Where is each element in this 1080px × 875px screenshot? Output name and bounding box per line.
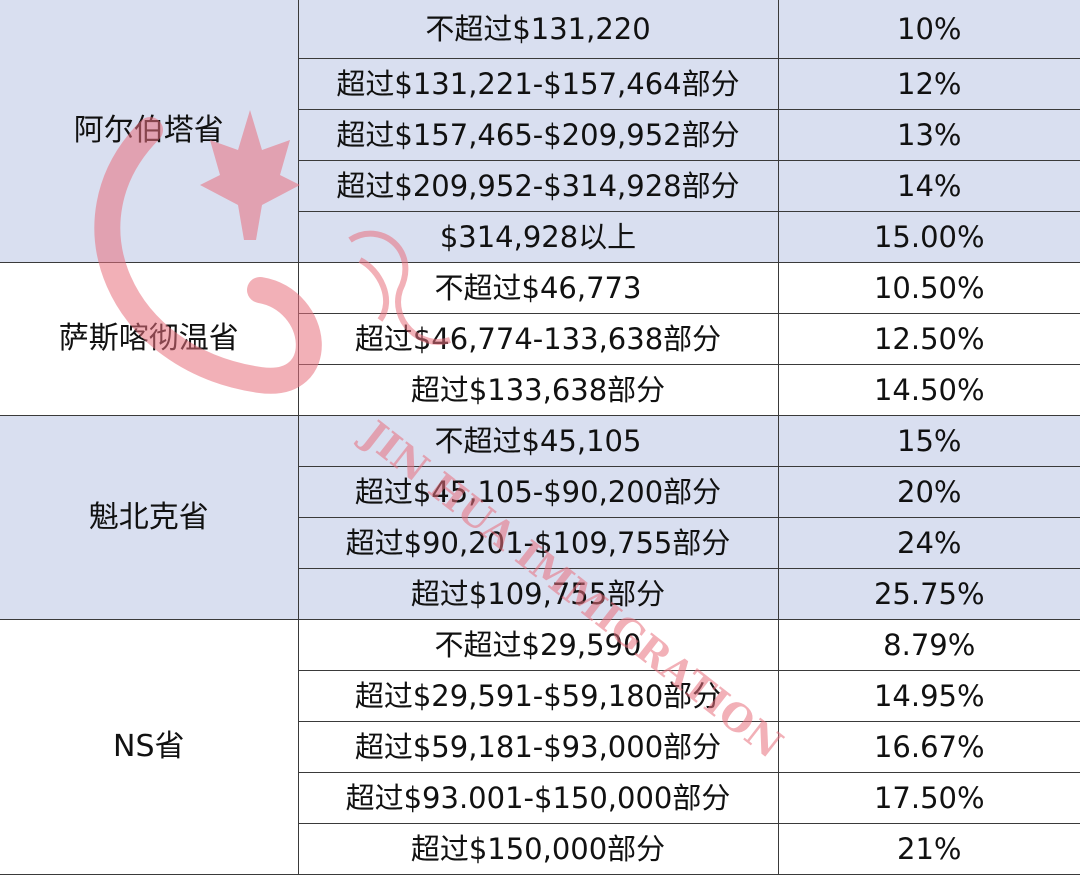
tax-rate-cell[interactable]: 24% (777, 517, 1080, 569)
table-row: 超过$133,638部分 14.50% (0, 364, 1080, 416)
tax-rate-cell[interactable]: 25.75% (777, 568, 1080, 620)
table-row: 超过$93.001-$150,000部分 17.50% (0, 772, 1080, 824)
table-row: 萨斯喀彻温省 不超过$46,773 10.50% (0, 262, 1080, 416)
income-range-cell[interactable]: 超过$109,755部分 (298, 568, 779, 620)
income-range-cell[interactable]: 超过$150,000部分 (298, 823, 779, 875)
table-row: 阿尔伯塔省 不超过$131,220 10% (0, 0, 1080, 263)
tax-rate-cell[interactable]: 17.50% (777, 772, 1080, 824)
income-range-cell[interactable]: 不超过$131,220 (297, 0, 779, 59)
income-range-cell[interactable]: 超过$45,105-$90,200部分 (298, 466, 779, 518)
table-row: NS省 不超过$29,590 8.79% (0, 619, 1080, 875)
table-row: 超过$90,201-$109,755部分 24% (0, 517, 1080, 569)
table-row: 超过$109,755部分 25.75% (0, 568, 1080, 620)
income-range-cell[interactable]: 超过$157,465-$209,952部分 (298, 109, 779, 161)
tax-rate-cell[interactable]: 14% (777, 160, 1080, 212)
tax-rate-cell[interactable]: 12% (777, 58, 1080, 110)
province-cell[interactable]: 阿尔伯塔省 (0, 0, 299, 263)
tax-rate-cell[interactable]: 10.50% (777, 262, 1080, 314)
income-range-cell[interactable]: 不超过$29,590 (297, 619, 779, 671)
income-range-cell[interactable]: 不超过$46,773 (297, 262, 779, 314)
tax-rate-cell[interactable]: 15% (777, 415, 1080, 467)
tax-rate-cell[interactable]: 13% (777, 109, 1080, 161)
table-row: 超过$45,105-$90,200部分 20% (0, 466, 1080, 518)
income-range-cell[interactable]: 超过$29,591-$59,180部分 (298, 670, 779, 722)
tax-rate-cell[interactable]: 8.79% (777, 619, 1080, 671)
table-row: 超过$29,591-$59,180部分 14.95% (0, 670, 1080, 722)
income-range-cell[interactable]: 不超过$45,105 (297, 415, 779, 467)
tax-rate-cell[interactable]: 10% (777, 0, 1080, 59)
tax-rate-cell[interactable]: 16.67% (777, 721, 1080, 773)
province-cell[interactable]: 魁北克省 (0, 415, 299, 620)
income-range-cell[interactable]: 超过$90,201-$109,755部分 (298, 517, 779, 569)
province-cell[interactable]: NS省 (0, 619, 299, 875)
table-row: 魁北克省 不超过$45,105 15% (0, 415, 1080, 620)
income-range-cell[interactable]: 超过$131,221-$157,464部分 (298, 58, 779, 110)
tax-rate-cell[interactable]: 20% (777, 466, 1080, 518)
tax-rate-cell[interactable]: 14.95% (777, 670, 1080, 722)
income-range-cell[interactable]: 超过$209,952-$314,928部分 (298, 160, 779, 212)
income-range-cell[interactable]: 超过$59,181-$93,000部分 (298, 721, 779, 773)
table-row: 超过$59,181-$93,000部分 16.67% (0, 721, 1080, 773)
province-cell[interactable]: 萨斯喀彻温省 (0, 262, 299, 416)
tax-rate-cell[interactable]: 12.50% (777, 313, 1080, 365)
income-range-cell[interactable]: 超过$133,638部分 (298, 364, 779, 416)
table-row: 超过$157,465-$209,952部分 13% (0, 109, 1080, 161)
income-range-cell[interactable]: 超过$93.001-$150,000部分 (298, 772, 779, 824)
tax-rate-cell[interactable]: 15.00% (777, 211, 1080, 263)
table-row: 超过$209,952-$314,928部分 14% (0, 160, 1080, 212)
tax-rate-cell[interactable]: 14.50% (777, 364, 1080, 416)
income-range-cell[interactable]: 超过$46,774-133,638部分 (298, 313, 779, 365)
income-range-cell[interactable]: $314,928以上 (298, 211, 779, 263)
table-row: 超过$150,000部分 21% (0, 823, 1080, 875)
